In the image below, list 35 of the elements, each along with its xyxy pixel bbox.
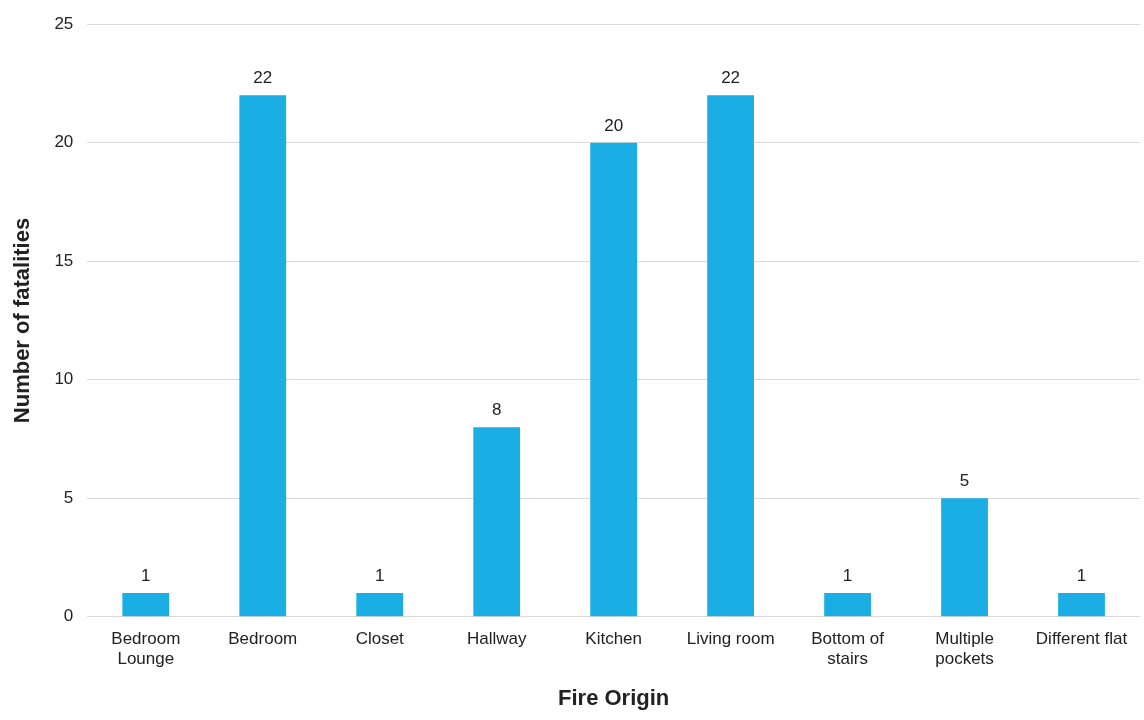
data-label: 1 bbox=[1076, 566, 1087, 586]
x-axis-title: Fire Origin bbox=[558, 684, 670, 710]
x-tick-label: Hallway bbox=[466, 628, 527, 648]
bar bbox=[707, 95, 755, 617]
bar bbox=[356, 593, 404, 617]
x-tick-label: Multiple pockets bbox=[935, 628, 994, 669]
y-tick-label: 0 bbox=[63, 606, 74, 626]
x-tick-label: Kitchen bbox=[585, 628, 643, 648]
data-label: 8 bbox=[491, 400, 502, 420]
y-tick-label: 5 bbox=[63, 487, 74, 507]
bar bbox=[473, 427, 521, 617]
x-tick-label: Living room bbox=[686, 628, 775, 648]
y-tick-label: 25 bbox=[54, 13, 74, 33]
bar bbox=[1058, 593, 1105, 617]
bar bbox=[824, 593, 871, 617]
x-tick-label: Closet bbox=[355, 628, 405, 648]
data-label: 22 bbox=[253, 68, 273, 88]
bar bbox=[941, 498, 988, 617]
bar bbox=[122, 593, 170, 617]
data-label: 1 bbox=[141, 566, 151, 586]
data-label: 20 bbox=[604, 115, 624, 135]
y-tick-label: 10 bbox=[54, 369, 74, 389]
data-label: 5 bbox=[959, 471, 970, 491]
y-axis-title: Number of fatalities bbox=[9, 217, 35, 424]
x-tick-label: Bottom of stairs bbox=[811, 628, 885, 669]
bar bbox=[239, 95, 287, 617]
x-tick-label: Different flat bbox=[1035, 628, 1128, 648]
y-tick-label: 20 bbox=[54, 132, 74, 152]
data-label: 1 bbox=[842, 566, 853, 586]
bar bbox=[590, 142, 638, 617]
x-tick-label: Bedroom Lounge bbox=[111, 628, 181, 669]
data-label: 22 bbox=[721, 68, 741, 88]
y-tick-label: 15 bbox=[54, 250, 74, 270]
data-label: 1 bbox=[374, 566, 385, 586]
x-tick-label: Bedroom bbox=[228, 628, 298, 648]
